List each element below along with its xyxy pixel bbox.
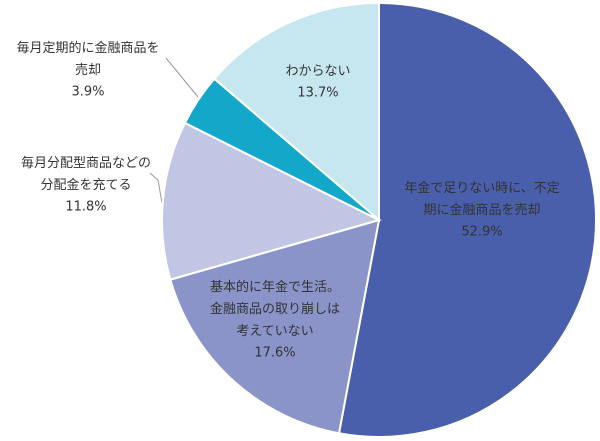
value-label: 52.9%: [461, 225, 502, 240]
slice-label: わからない: [285, 64, 350, 79]
slice-label: 毎月分配型商品などの分配金を充てる: [21, 155, 151, 193]
value-label: 3.9%: [71, 85, 104, 100]
leader-line: [149, 172, 163, 204]
slice-label: 年金で足りない時に、不定期に金融商品を売却: [404, 180, 560, 218]
pie-slice: [161, 121, 382, 281]
pie-slice: [212, 1, 380, 223]
pie-slice: [169, 218, 381, 435]
value-label: 11.8%: [65, 200, 106, 215]
value-label: 17.6%: [254, 346, 295, 361]
pie-slice: [337, 1, 597, 438]
slice-label: 基本的に年金で生活。金融商品の取り崩しは考えていない: [210, 279, 340, 339]
slice-label: 毎月定期的に金融商品を売却: [16, 40, 159, 78]
value-label: 13.7%: [297, 86, 338, 101]
leader-line: [165, 57, 199, 98]
